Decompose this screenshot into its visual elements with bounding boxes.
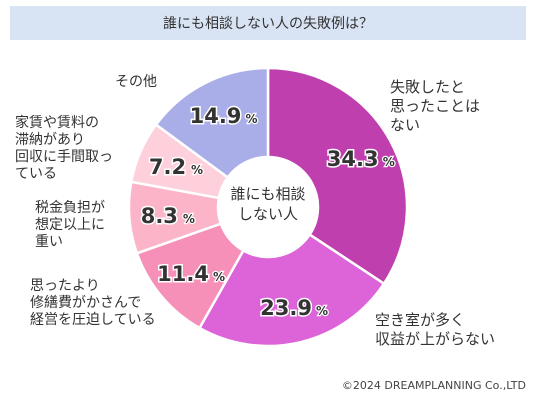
category-label-5: その他 [115,74,157,90]
donut-slice-0 [266,66,409,286]
value-unit-3: % [183,212,195,226]
value-label-2: 11.4 [157,262,209,286]
donut-slice-5 [154,66,270,180]
value-unit-0: % [383,155,395,169]
copyright-text: ©2024 DREAMPLANNING Co.,LTD [341,379,526,392]
donut-slice-1 [197,232,386,348]
value-label-5: 14.9 [190,104,242,128]
center-label-line-0: 誰にも相談 [230,185,305,203]
value-unit-1: % [316,304,328,318]
center-label-line-1: しない人 [238,205,298,223]
value-unit-5: % [246,112,258,126]
category-label-0: 失敗したと思ったことはない [390,78,480,134]
value-label-0: 34.3 [327,147,379,171]
value-label-4: 7.2 [149,155,186,179]
value-unit-4: % [191,163,203,177]
value-label-3: 8.3 [141,204,178,228]
category-label-2: 思ったより修繕費がかさんで経営を圧迫している [30,278,156,328]
category-label-1: 空き室が多く収益が上がらない [375,311,495,348]
category-label-3: 税金負担が想定以上に重い [35,200,105,250]
value-label-1: 23.9 [260,296,312,320]
chart-title: 誰にも相談しない人の失敗例は？ [10,6,526,40]
category-label-4: 家賃や賃料の滞納があり回収に手間取っている [15,114,113,182]
value-unit-2: % [213,270,225,284]
